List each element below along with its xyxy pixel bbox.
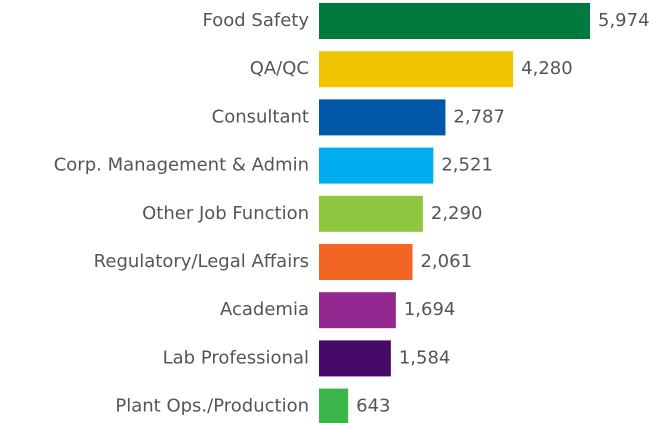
category-label: Food Safety [203,10,310,31]
bar [319,388,349,423]
value-label: 1,584 [399,347,451,368]
bar [319,292,396,329]
value-label: 2,787 [453,106,505,127]
category-label: Consultant [212,106,309,127]
value-label: 4,280 [521,58,573,79]
bar [319,244,413,280]
bar [319,195,423,232]
category-label: Plant Ops./Production [115,396,309,417]
category-label: Lab Professional [163,347,309,368]
category-label: Academia [220,299,309,320]
bar [319,3,590,39]
bar [319,99,446,136]
bar [319,147,434,184]
value-label: 2,521 [441,155,493,176]
category-label: Corp. Management & Admin [54,155,309,176]
category-label: QA/QC [250,58,309,79]
value-label: 5,974 [598,10,650,31]
category-label: Other Job Function [142,203,309,224]
bar [319,340,391,377]
value-label: 1,694 [404,299,456,320]
category-label: Regulatory/Legal Affairs [94,251,309,272]
value-label: 2,290 [431,203,483,224]
bar [319,51,514,88]
value-label: 643 [356,396,390,417]
value-label: 2,061 [420,251,472,272]
